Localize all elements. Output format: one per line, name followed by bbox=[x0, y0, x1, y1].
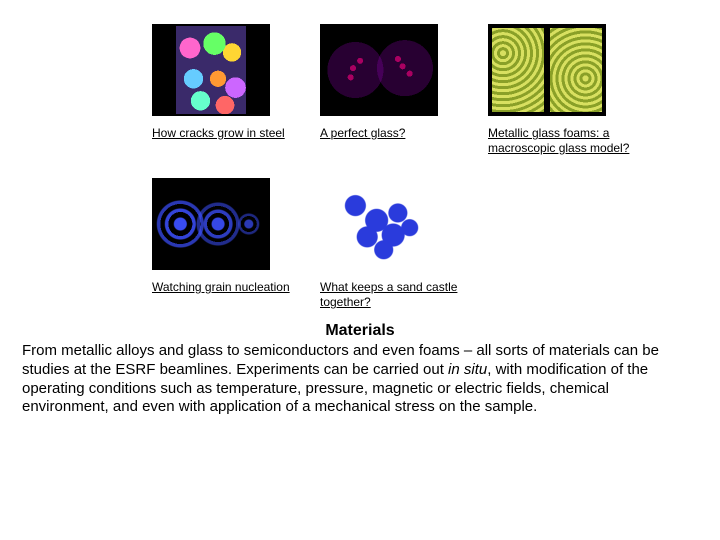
caption-glass[interactable]: A perfect glass? bbox=[320, 124, 470, 156]
caption-sand[interactable]: What keeps a sand castle together? bbox=[320, 278, 470, 310]
caption-foam[interactable]: Metallic glass foams: a macroscopic glas… bbox=[488, 124, 648, 156]
in-situ-emphasis: in situ bbox=[448, 361, 487, 378]
thumb-glass[interactable] bbox=[320, 24, 438, 116]
diffraction-rings-image bbox=[152, 178, 270, 270]
row-spacer bbox=[488, 164, 648, 170]
foam-panels-image bbox=[488, 24, 606, 116]
row-spacer bbox=[152, 164, 302, 170]
caption-steel[interactable]: How cracks grow in steel bbox=[152, 124, 302, 156]
thumb-steel[interactable] bbox=[152, 24, 270, 116]
section-body: From metallic alloys and glass to semico… bbox=[22, 342, 698, 417]
steel-grains-image bbox=[176, 26, 246, 114]
thumb-nucleation[interactable] bbox=[152, 178, 270, 270]
section-heading: Materials bbox=[22, 322, 698, 340]
thumb-sand[interactable] bbox=[320, 178, 438, 270]
image-gallery: How cracks grow in steel A perfect glass… bbox=[152, 24, 698, 310]
atomic-glass-image bbox=[320, 24, 438, 116]
caption-nucleation[interactable]: Watching grain nucleation bbox=[152, 278, 302, 310]
thumb-foam[interactable] bbox=[488, 24, 606, 116]
row-spacer bbox=[320, 164, 470, 170]
sand-grains-image bbox=[320, 178, 438, 270]
slide: How cracks grow in steel A perfect glass… bbox=[0, 0, 720, 435]
